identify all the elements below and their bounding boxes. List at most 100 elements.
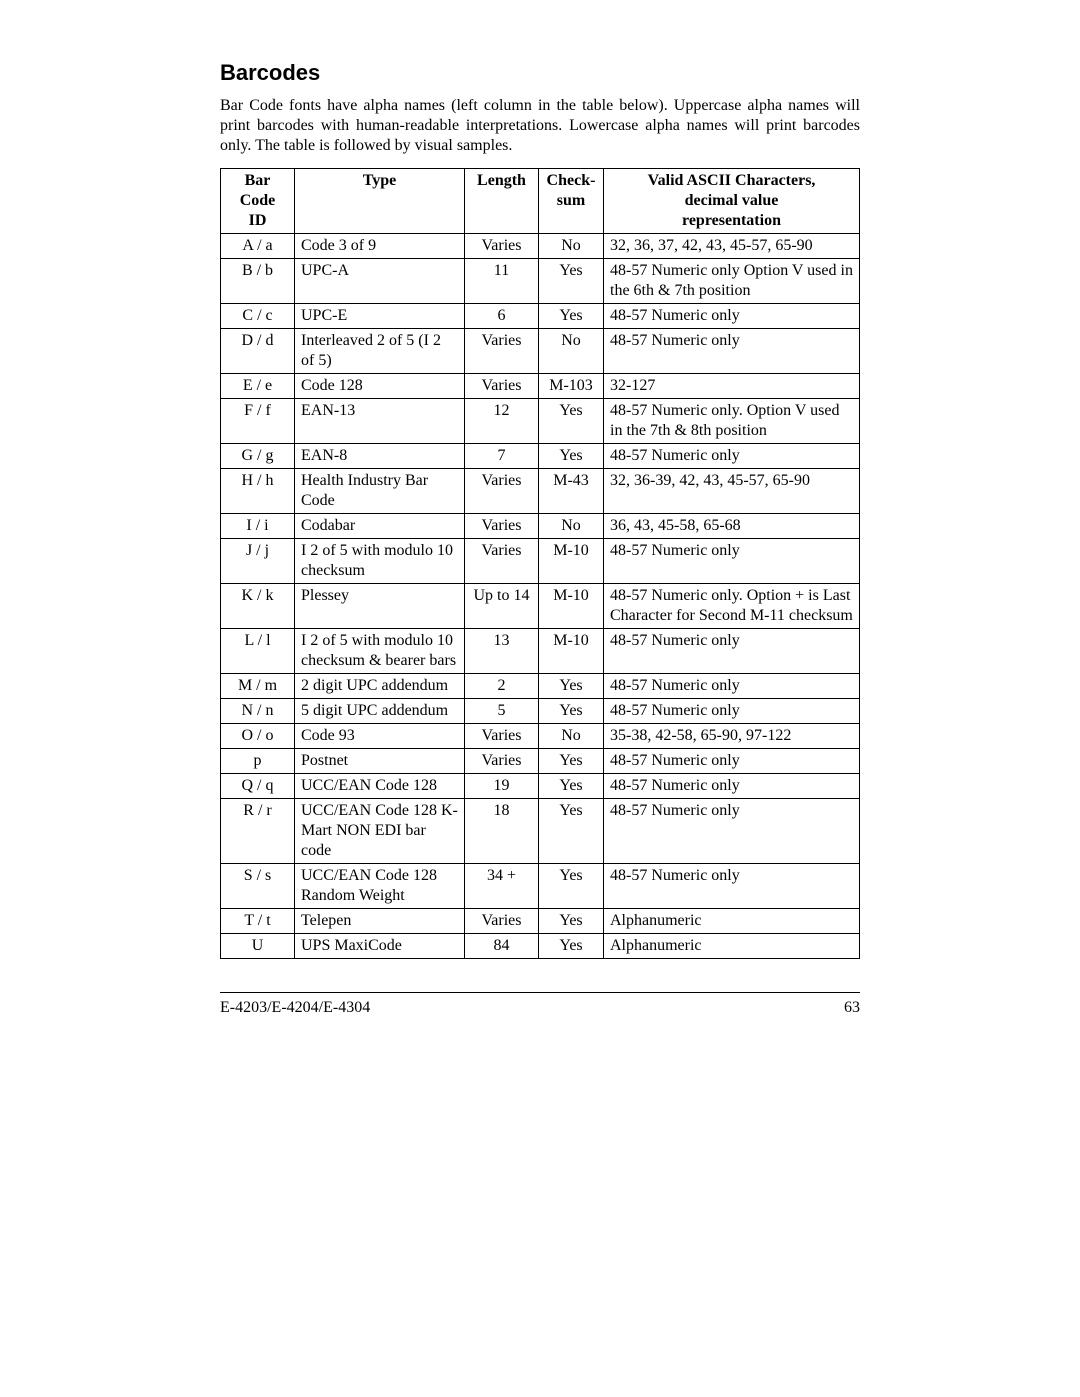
- cell-type: Plessey: [295, 584, 465, 629]
- table-row: S / sUCC/EAN Code 128 Random Weight34 +Y…: [221, 864, 860, 909]
- cell-len: Up to 14: [465, 584, 539, 629]
- cell-type: UPS MaxiCode: [295, 934, 465, 959]
- cell-valid: 48-57 Numeric only: [604, 749, 860, 774]
- cell-chk: No: [539, 234, 604, 259]
- cell-chk: No: [539, 329, 604, 374]
- cell-chk: M-43: [539, 469, 604, 514]
- cell-valid: 48-57 Numeric only: [604, 674, 860, 699]
- cell-type: UPC-A: [295, 259, 465, 304]
- cell-chk: Yes: [539, 444, 604, 469]
- table-row: I / iCodabarVariesNo36, 43, 45-58, 65-68: [221, 514, 860, 539]
- cell-type: UPC-E: [295, 304, 465, 329]
- cell-valid: 32, 36-39, 42, 43, 45-57, 65-90: [604, 469, 860, 514]
- table-body: A / aCode 3 of 9VariesNo32, 36, 37, 42, …: [221, 234, 860, 959]
- cell-type: I 2 of 5 with modulo 10 checksum & beare…: [295, 629, 465, 674]
- footer-right: 63: [844, 999, 860, 1017]
- col-header-len: Length: [465, 169, 539, 234]
- cell-id: G / g: [221, 444, 295, 469]
- cell-id: I / i: [221, 514, 295, 539]
- col-header-chk: Check-sum: [539, 169, 604, 234]
- cell-len: Varies: [465, 374, 539, 399]
- cell-id: F / f: [221, 399, 295, 444]
- cell-valid: Alphanumeric: [604, 934, 860, 959]
- cell-len: Varies: [465, 469, 539, 514]
- cell-valid: 48-57 Numeric only. Option V used in the…: [604, 399, 860, 444]
- cell-valid: 48-57 Numeric only: [604, 799, 860, 864]
- table-header: Bar CodeID Type Length Check-sum Valid A…: [221, 169, 860, 234]
- cell-len: Varies: [465, 329, 539, 374]
- cell-valid: 48-57 Numeric only: [604, 699, 860, 724]
- cell-len: 6: [465, 304, 539, 329]
- cell-len: 18: [465, 799, 539, 864]
- cell-type: I 2 of 5 with modulo 10 checksum: [295, 539, 465, 584]
- cell-len: 2: [465, 674, 539, 699]
- cell-len: 84: [465, 934, 539, 959]
- table-row: N / n5 digit UPC addendum5Yes48-57 Numer…: [221, 699, 860, 724]
- cell-type: UCC/EAN Code 128 Random Weight: [295, 864, 465, 909]
- cell-id: H / h: [221, 469, 295, 514]
- cell-id: N / n: [221, 699, 295, 724]
- cell-chk: Yes: [539, 699, 604, 724]
- table-row: R / rUCC/EAN Code 128 K-Mart NON EDI bar…: [221, 799, 860, 864]
- col-header-type: Type: [295, 169, 465, 234]
- cell-id: K / k: [221, 584, 295, 629]
- cell-valid: 48-57 Numeric only: [604, 444, 860, 469]
- cell-type: Postnet: [295, 749, 465, 774]
- table-row: M / m2 digit UPC addendum2Yes48-57 Numer…: [221, 674, 860, 699]
- cell-chk: No: [539, 724, 604, 749]
- cell-len: Varies: [465, 909, 539, 934]
- table-row: K / kPlesseyUp to 14M-1048-57 Numeric on…: [221, 584, 860, 629]
- cell-id: p: [221, 749, 295, 774]
- cell-chk: Yes: [539, 909, 604, 934]
- cell-type: Health Industry Bar Code: [295, 469, 465, 514]
- cell-valid: 48-57 Numeric only: [604, 629, 860, 674]
- cell-len: Varies: [465, 539, 539, 584]
- cell-chk: Yes: [539, 774, 604, 799]
- cell-len: 19: [465, 774, 539, 799]
- cell-chk: Yes: [539, 304, 604, 329]
- cell-len: 7: [465, 444, 539, 469]
- cell-type: Code 128: [295, 374, 465, 399]
- cell-type: 5 digit UPC addendum: [295, 699, 465, 724]
- cell-chk: M-10: [539, 629, 604, 674]
- cell-id: A / a: [221, 234, 295, 259]
- cell-valid: 48-57 Numeric only: [604, 539, 860, 584]
- cell-chk: M-10: [539, 584, 604, 629]
- cell-id: Q / q: [221, 774, 295, 799]
- cell-id: T / t: [221, 909, 295, 934]
- col-header-id: Bar CodeID: [221, 169, 295, 234]
- cell-type: Interleaved 2 of 5 (I 2 of 5): [295, 329, 465, 374]
- table-row: F / fEAN-1312Yes48-57 Numeric only. Opti…: [221, 399, 860, 444]
- cell-len: 12: [465, 399, 539, 444]
- cell-valid: 48-57 Numeric only. Option + is Last Cha…: [604, 584, 860, 629]
- cell-len: 34 +: [465, 864, 539, 909]
- table-row: T / tTelepenVariesYesAlphanumeric: [221, 909, 860, 934]
- cell-valid: 35-38, 42-58, 65-90, 97-122: [604, 724, 860, 749]
- section-heading: Barcodes: [220, 60, 860, 86]
- col-header-valid: Valid ASCII Characters,decimal valuerepr…: [604, 169, 860, 234]
- cell-chk: Yes: [539, 399, 604, 444]
- cell-len: 5: [465, 699, 539, 724]
- table-row: L / lI 2 of 5 with modulo 10 checksum & …: [221, 629, 860, 674]
- cell-valid: 48-57 Numeric only Option V used in the …: [604, 259, 860, 304]
- table-row: UUPS MaxiCode84YesAlphanumeric: [221, 934, 860, 959]
- cell-id: S / s: [221, 864, 295, 909]
- cell-type: UCC/EAN Code 128: [295, 774, 465, 799]
- cell-type: Telepen: [295, 909, 465, 934]
- cell-chk: M-10: [539, 539, 604, 584]
- table-row: Q / qUCC/EAN Code 12819Yes48-57 Numeric …: [221, 774, 860, 799]
- cell-type: UCC/EAN Code 128 K-Mart NON EDI bar code: [295, 799, 465, 864]
- cell-valid: 48-57 Numeric only: [604, 864, 860, 909]
- cell-len: Varies: [465, 514, 539, 539]
- cell-chk: Yes: [539, 799, 604, 864]
- cell-type: Codabar: [295, 514, 465, 539]
- cell-type: EAN-8: [295, 444, 465, 469]
- footer-left: E-4203/E-4204/E-4304: [220, 999, 370, 1017]
- cell-len: 13: [465, 629, 539, 674]
- cell-chk: Yes: [539, 934, 604, 959]
- cell-chk: Yes: [539, 749, 604, 774]
- cell-chk: Yes: [539, 674, 604, 699]
- page-footer: E-4203/E-4204/E-4304 63: [220, 992, 860, 1017]
- page-content: Barcodes Bar Code fonts have alpha names…: [0, 0, 1080, 959]
- table-row: O / oCode 93VariesNo35-38, 42-58, 65-90,…: [221, 724, 860, 749]
